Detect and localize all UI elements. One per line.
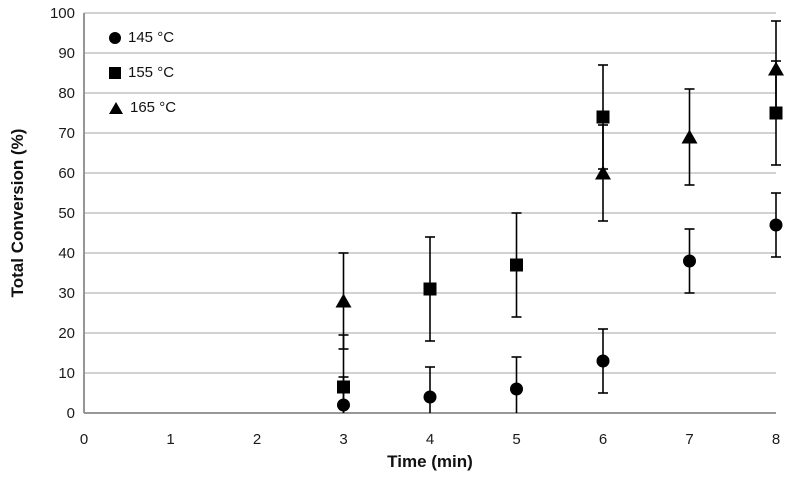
data-point-circle <box>510 382 523 396</box>
data-point-triangle <box>681 129 698 144</box>
data-point-triangle <box>768 61 784 76</box>
x-axis-title: Time (min) <box>387 452 473 471</box>
data-point-circle <box>423 390 437 404</box>
square-marker-icon <box>109 66 121 79</box>
circle-marker-icon <box>109 31 121 44</box>
x-tick-label: 1 <box>166 431 174 448</box>
y-tick-label: 100 <box>50 5 75 22</box>
y-tick-label: 10 <box>58 365 75 382</box>
y-tick-label: 80 <box>58 85 75 102</box>
x-tick-label: 7 <box>685 431 693 448</box>
x-tick-label: 2 <box>253 431 261 448</box>
legend-item-145c: 145 °C <box>109 20 176 55</box>
y-tick-label: 50 <box>58 205 75 222</box>
data-point-circle <box>683 254 696 268</box>
data-point-square <box>596 110 610 124</box>
x-tick-label: 6 <box>599 431 607 448</box>
x-tick-label: 5 <box>512 431 520 448</box>
data-point-square <box>769 106 783 120</box>
data-point-circle <box>769 218 783 232</box>
triangle-marker-icon <box>109 101 123 114</box>
data-point-square <box>337 380 350 394</box>
legend: 145 °C 155 °C 165 °C <box>109 20 176 125</box>
data-point-circle <box>337 398 350 412</box>
legend-item-155c: 155 °C <box>109 55 176 90</box>
y-tick-label: 30 <box>58 285 75 302</box>
data-point-circle <box>596 354 610 368</box>
y-tick-label: 60 <box>58 165 75 182</box>
x-tick-label: 4 <box>426 431 434 448</box>
y-axis-title: Total Conversion (%) <box>8 128 27 298</box>
data-point-square <box>510 258 523 272</box>
y-tick-label: 20 <box>58 325 75 342</box>
x-tick-label: 3 <box>339 431 347 448</box>
y-tick-label: 90 <box>58 45 75 62</box>
legend-item-165c: 165 °C <box>109 90 176 125</box>
data-point-triangle <box>595 165 611 180</box>
legend-label-155c: 155 °C <box>128 64 175 81</box>
x-tick-label: 8 <box>772 431 780 448</box>
data-point-square <box>423 282 437 296</box>
y-tick-label: 0 <box>67 405 75 422</box>
data-point-triangle <box>335 293 352 308</box>
y-tick-label: 70 <box>58 125 75 142</box>
x-tick-label: 0 <box>80 431 88 448</box>
y-tick-label: 40 <box>58 245 75 262</box>
legend-label-145c: 145 °C <box>128 29 175 46</box>
legend-label-165c: 165 °C <box>130 99 177 116</box>
